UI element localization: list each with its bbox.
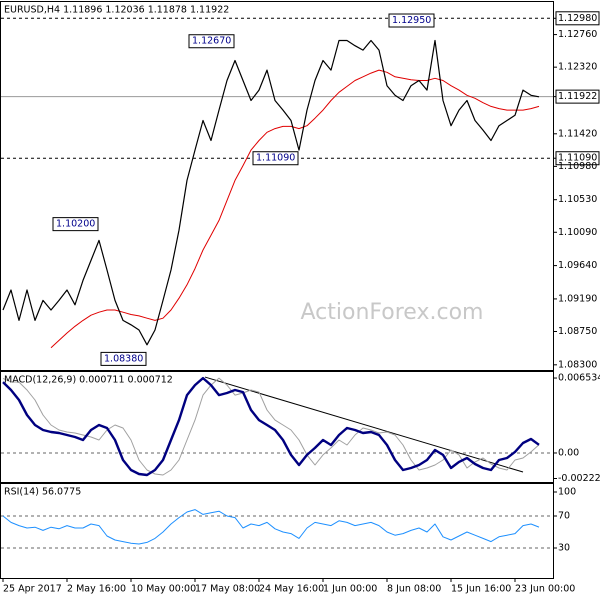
x-tick-label: 2 May 16:00: [67, 584, 126, 595]
price-annotation: 1.08380: [104, 353, 143, 364]
y-tick-label: 1.10090: [558, 227, 597, 238]
rsi-panel: [0, 483, 554, 579]
y-tick-label: 1.12320: [558, 62, 597, 73]
y-tick-label: 1.11922: [558, 91, 597, 102]
trend-line: [204, 376, 524, 473]
panel-title: RSI(14) 56.0775: [4, 487, 81, 498]
price-annotation: 1.11090: [256, 153, 295, 164]
y-tick-label: 1.08300: [558, 359, 597, 370]
y-tick-box: [555, 151, 600, 166]
y-tick-label: 1.12760: [558, 29, 597, 40]
y-tick-label: 1.11090: [558, 153, 597, 164]
y-tick-label: 0.006534: [558, 373, 600, 384]
x-tick-label: 17 May 08:00: [195, 584, 260, 595]
y-tick-box: [555, 89, 600, 104]
y-tick-label: 1.12980: [558, 13, 597, 24]
y-tick-label: 1.10980: [558, 161, 597, 172]
price-annotation: 1.12670: [192, 36, 231, 47]
price-annotation-box: [100, 351, 147, 366]
y-tick-label: 100: [558, 487, 576, 498]
x-tick-label: 10 May 00:00: [131, 584, 196, 595]
watermark: ActionForex.com: [301, 300, 484, 325]
y-tick-label: -0.002226: [558, 473, 600, 484]
y-tick-label: 1.09190: [558, 293, 597, 304]
series-line: [50, 69, 540, 349]
macd-panel: [0, 371, 554, 483]
price-annotation-box: [388, 13, 435, 28]
y-tick-label: 0.00: [558, 447, 579, 458]
price-panel: [0, 1, 554, 371]
y-tick-label: 1.09640: [558, 260, 597, 271]
x-tick-label: 1 Jun 00:00: [323, 584, 377, 595]
y-tick-label: 70: [558, 511, 570, 522]
price-annotation-box: [52, 217, 99, 232]
y-tick-label: 1.10530: [558, 194, 597, 205]
x-tick-label: 25 Apr 2017: [3, 584, 62, 595]
y-tick-label: 1.08750: [558, 326, 597, 337]
series-line: [2, 376, 540, 477]
price-annotation: 1.12950: [392, 15, 431, 26]
series-line: [2, 377, 540, 476]
y-tick-box: [555, 11, 600, 26]
x-tick-label: 15 Jun 16:00: [451, 584, 511, 595]
price-annotation: 1.10200: [56, 219, 95, 230]
y-tick-label: 30: [558, 543, 570, 554]
x-tick-label: 24 May 16:00: [259, 584, 324, 595]
series-line: [2, 39, 540, 346]
price-annotation-box: [188, 34, 235, 49]
y-tick-label: 1.11420: [558, 128, 597, 139]
x-tick-label: 8 Jun 08:00: [387, 584, 441, 595]
panel-title: EURUSD,H4 1.11896 1.12036 1.11878 1.1192…: [4, 5, 229, 16]
series-line: [2, 509, 540, 545]
x-tick-label: 23 Jun 00:00: [515, 584, 575, 595]
price-annotation-box: [252, 151, 299, 166]
panel-title: MACD(12,26,9) 0.000711 0.000712: [4, 375, 173, 386]
